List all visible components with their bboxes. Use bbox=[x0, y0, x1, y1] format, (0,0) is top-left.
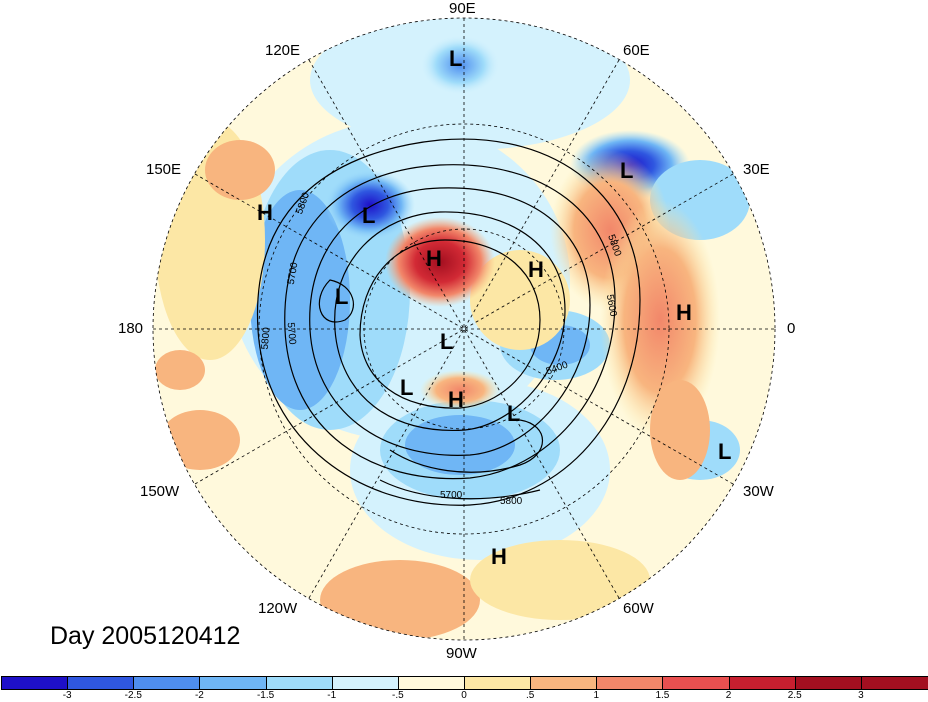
colorbar-swatch bbox=[795, 677, 862, 689]
contour-label: 5800 bbox=[500, 496, 523, 507]
lon-label-120w: 120W bbox=[258, 600, 298, 617]
colorbar-swatch bbox=[200, 677, 267, 689]
lon-label-120e: 120E bbox=[265, 42, 301, 59]
lon-label-0: 0 bbox=[787, 320, 796, 337]
colorbar-tick-label: 2.5 bbox=[787, 690, 802, 701]
lon-label-90e: 90E bbox=[449, 0, 476, 17]
low-center: L bbox=[718, 439, 732, 464]
high-center: H bbox=[676, 300, 692, 325]
low-center: L bbox=[400, 375, 414, 400]
low-center: L bbox=[335, 284, 349, 309]
colorbar-tick-label: -2 bbox=[194, 690, 204, 701]
colorbar-tick-label: 1.5 bbox=[655, 690, 670, 701]
colorbar-tick-label: 1 bbox=[593, 690, 600, 701]
colorbar-swatch bbox=[266, 677, 333, 689]
graticule bbox=[153, 18, 775, 640]
anomaly-field bbox=[153, 18, 775, 640]
colorbar-swatch bbox=[134, 677, 201, 689]
colorbar-swatch bbox=[597, 677, 664, 689]
colorbar-tick-label: .5 bbox=[525, 690, 535, 701]
colorbar-swatch bbox=[398, 677, 465, 689]
low-center: L bbox=[507, 401, 521, 426]
high-center: H bbox=[528, 257, 544, 282]
contour-label: 5700 bbox=[284, 321, 298, 346]
colorbar-swatch bbox=[729, 677, 796, 689]
colorbar-swatch bbox=[68, 677, 135, 689]
colorbar-tick-label: 3 bbox=[858, 690, 864, 701]
low-center: L bbox=[620, 158, 634, 183]
colorbar-swatch bbox=[861, 677, 928, 689]
colorbar-tick-label: -2.5 bbox=[124, 690, 142, 701]
high-center: H bbox=[426, 246, 442, 271]
lon-label-180: 180 bbox=[118, 320, 144, 337]
contour-label: 5700 bbox=[440, 490, 463, 501]
high-center: H bbox=[448, 387, 464, 412]
colorbar-swatch bbox=[531, 677, 598, 689]
low-center: L bbox=[362, 203, 376, 228]
colorbar-tick-label: 0 bbox=[461, 690, 467, 701]
lon-label-30w: 30W bbox=[743, 483, 774, 500]
contour-label: 5800 bbox=[259, 326, 273, 351]
colorbar-tick-label: -.5 bbox=[392, 690, 404, 701]
colorbar-tick-label: 2 bbox=[725, 690, 732, 701]
lon-label-30e: 30E bbox=[743, 161, 770, 178]
colorbar bbox=[1, 676, 928, 690]
high-center: H bbox=[257, 200, 273, 225]
map-boundary bbox=[152, 17, 776, 641]
lon-label-60w: 60W bbox=[623, 600, 654, 617]
low-center: L bbox=[440, 329, 454, 354]
colorbar-swatch bbox=[2, 677, 69, 689]
colorbar-swatch bbox=[464, 677, 532, 689]
high-center: H bbox=[491, 544, 507, 569]
colorbar-tick-label: -1 bbox=[327, 690, 337, 701]
colorbar-swatch bbox=[663, 677, 730, 689]
colorbar-tick-label: -3 bbox=[62, 690, 72, 701]
geopotential-contours bbox=[256, 138, 641, 506]
lon-label-60e: 60E bbox=[623, 42, 650, 59]
lon-label-150e: 150E bbox=[146, 161, 182, 178]
colorbar-tick-label: -1.5 bbox=[256, 690, 275, 701]
low-center: L bbox=[449, 46, 463, 71]
date-label: Day 2005120412 bbox=[50, 622, 241, 650]
lon-label-90w: 90W bbox=[446, 645, 477, 662]
lon-label-150w: 150W bbox=[140, 483, 180, 500]
colorbar-swatch bbox=[332, 677, 399, 689]
